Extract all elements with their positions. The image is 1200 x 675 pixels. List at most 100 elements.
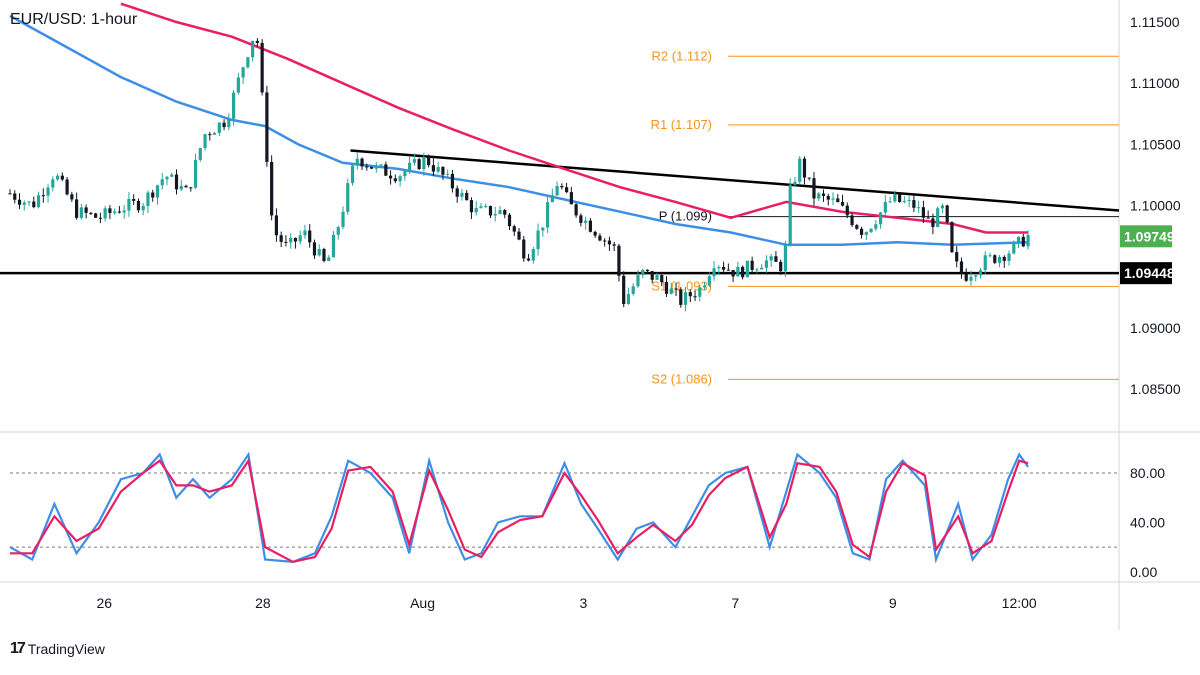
candle-body bbox=[717, 266, 721, 269]
candle-body bbox=[84, 207, 88, 213]
stoch-tick-label: 0.00 bbox=[1130, 564, 1157, 580]
chart-title: EUR/USD: 1-hour bbox=[10, 11, 138, 28]
candle-body bbox=[75, 199, 79, 218]
candle-body bbox=[612, 244, 616, 246]
candle-body bbox=[750, 260, 754, 270]
candle-body bbox=[1012, 242, 1016, 254]
candle-body bbox=[89, 212, 93, 214]
price-pane[interactable]: R2 (1.112)R1 (1.107)P (1.099)S1 (1.093)S… bbox=[0, 2, 1120, 387]
candle-body bbox=[170, 174, 174, 177]
candle-body bbox=[679, 289, 683, 305]
candle-body bbox=[898, 194, 902, 202]
candle-body bbox=[793, 181, 797, 185]
candle-body bbox=[127, 198, 131, 211]
candle-body bbox=[817, 193, 821, 199]
candle-body bbox=[60, 175, 64, 180]
candle-body bbox=[769, 256, 773, 261]
candle-body bbox=[374, 165, 378, 169]
support-price-badge bbox=[1120, 262, 1172, 285]
candle-body bbox=[417, 159, 421, 170]
candle-body bbox=[360, 158, 364, 167]
candle-body bbox=[255, 40, 259, 44]
time-tick-label: 28 bbox=[255, 595, 271, 611]
candle-body bbox=[940, 205, 945, 209]
candle-body bbox=[893, 194, 897, 202]
candle-body bbox=[698, 287, 702, 297]
candle-body bbox=[427, 156, 431, 166]
candle-body bbox=[55, 175, 60, 180]
candle-body bbox=[950, 222, 954, 253]
candle-body bbox=[236, 77, 240, 93]
candle-body bbox=[393, 178, 397, 182]
candle-body bbox=[669, 288, 673, 294]
candle-body bbox=[650, 271, 654, 280]
candle-body bbox=[303, 230, 307, 236]
candle-body bbox=[969, 276, 973, 281]
candle-body bbox=[484, 206, 488, 208]
pivot-label-2: P (1.099) bbox=[659, 209, 712, 224]
candle-body bbox=[317, 249, 321, 256]
candle-body bbox=[293, 237, 298, 242]
candle-body bbox=[231, 92, 236, 119]
candle-body bbox=[731, 269, 735, 277]
candle-body bbox=[465, 192, 469, 201]
price-tick-label: 1.08500 bbox=[1130, 381, 1181, 397]
candle-body bbox=[926, 217, 930, 219]
candle-body bbox=[469, 200, 474, 213]
candle-body bbox=[460, 192, 464, 197]
candle-body bbox=[155, 185, 160, 198]
candle-body bbox=[160, 179, 164, 186]
candle-body bbox=[298, 235, 302, 242]
candle-body bbox=[674, 288, 678, 290]
candle-body bbox=[1021, 236, 1025, 247]
candle-body bbox=[836, 198, 840, 203]
candle-body bbox=[588, 220, 592, 232]
candle-body bbox=[821, 193, 826, 196]
candle-body bbox=[945, 205, 949, 223]
candle-body bbox=[474, 207, 478, 213]
stochastic-pane[interactable] bbox=[9, 451, 1119, 564]
pivot-label-0: R2 (1.112) bbox=[652, 48, 712, 63]
candle-body bbox=[864, 232, 868, 235]
descending-trendline[interactable] bbox=[350, 149, 1120, 212]
candle-body bbox=[964, 273, 968, 281]
candle-body bbox=[46, 187, 50, 196]
candle-body bbox=[132, 198, 136, 201]
candle-body bbox=[365, 166, 369, 168]
candle-body bbox=[783, 245, 788, 272]
candle-body bbox=[312, 242, 317, 256]
candle-body bbox=[398, 176, 402, 182]
candle-body bbox=[498, 210, 502, 214]
candle-body bbox=[907, 200, 911, 202]
candle-body bbox=[921, 207, 926, 218]
candle-body bbox=[436, 167, 440, 172]
stoch-tick-label: 80.00 bbox=[1130, 465, 1165, 481]
candle-body bbox=[531, 249, 535, 261]
candle-body bbox=[408, 162, 412, 172]
candle-body bbox=[764, 260, 769, 268]
candle-body bbox=[807, 177, 811, 179]
candle-body bbox=[645, 269, 650, 272]
stoch-d-line bbox=[10, 457, 1029, 564]
tradingview-brand[interactable]: 17 TradingView bbox=[10, 640, 105, 658]
candle-body bbox=[412, 159, 416, 163]
candle-body bbox=[350, 165, 355, 184]
candle-body bbox=[1002, 256, 1006, 261]
candle-body bbox=[8, 193, 12, 195]
candle-body bbox=[660, 275, 664, 283]
candle-body bbox=[265, 92, 269, 162]
candle-body bbox=[736, 266, 740, 277]
time-tick-label: 7 bbox=[731, 595, 739, 611]
tradingview-logo-icon: 17 bbox=[10, 640, 26, 657]
candle-body bbox=[274, 215, 279, 236]
candle-body bbox=[17, 199, 22, 205]
candle-body bbox=[536, 230, 540, 250]
candle-body bbox=[741, 266, 745, 278]
candle-body bbox=[931, 218, 935, 227]
candle-body bbox=[41, 195, 45, 197]
candle-body bbox=[560, 186, 564, 188]
candle-body bbox=[798, 158, 802, 182]
candle-body bbox=[993, 255, 997, 263]
candle-body bbox=[874, 224, 878, 229]
